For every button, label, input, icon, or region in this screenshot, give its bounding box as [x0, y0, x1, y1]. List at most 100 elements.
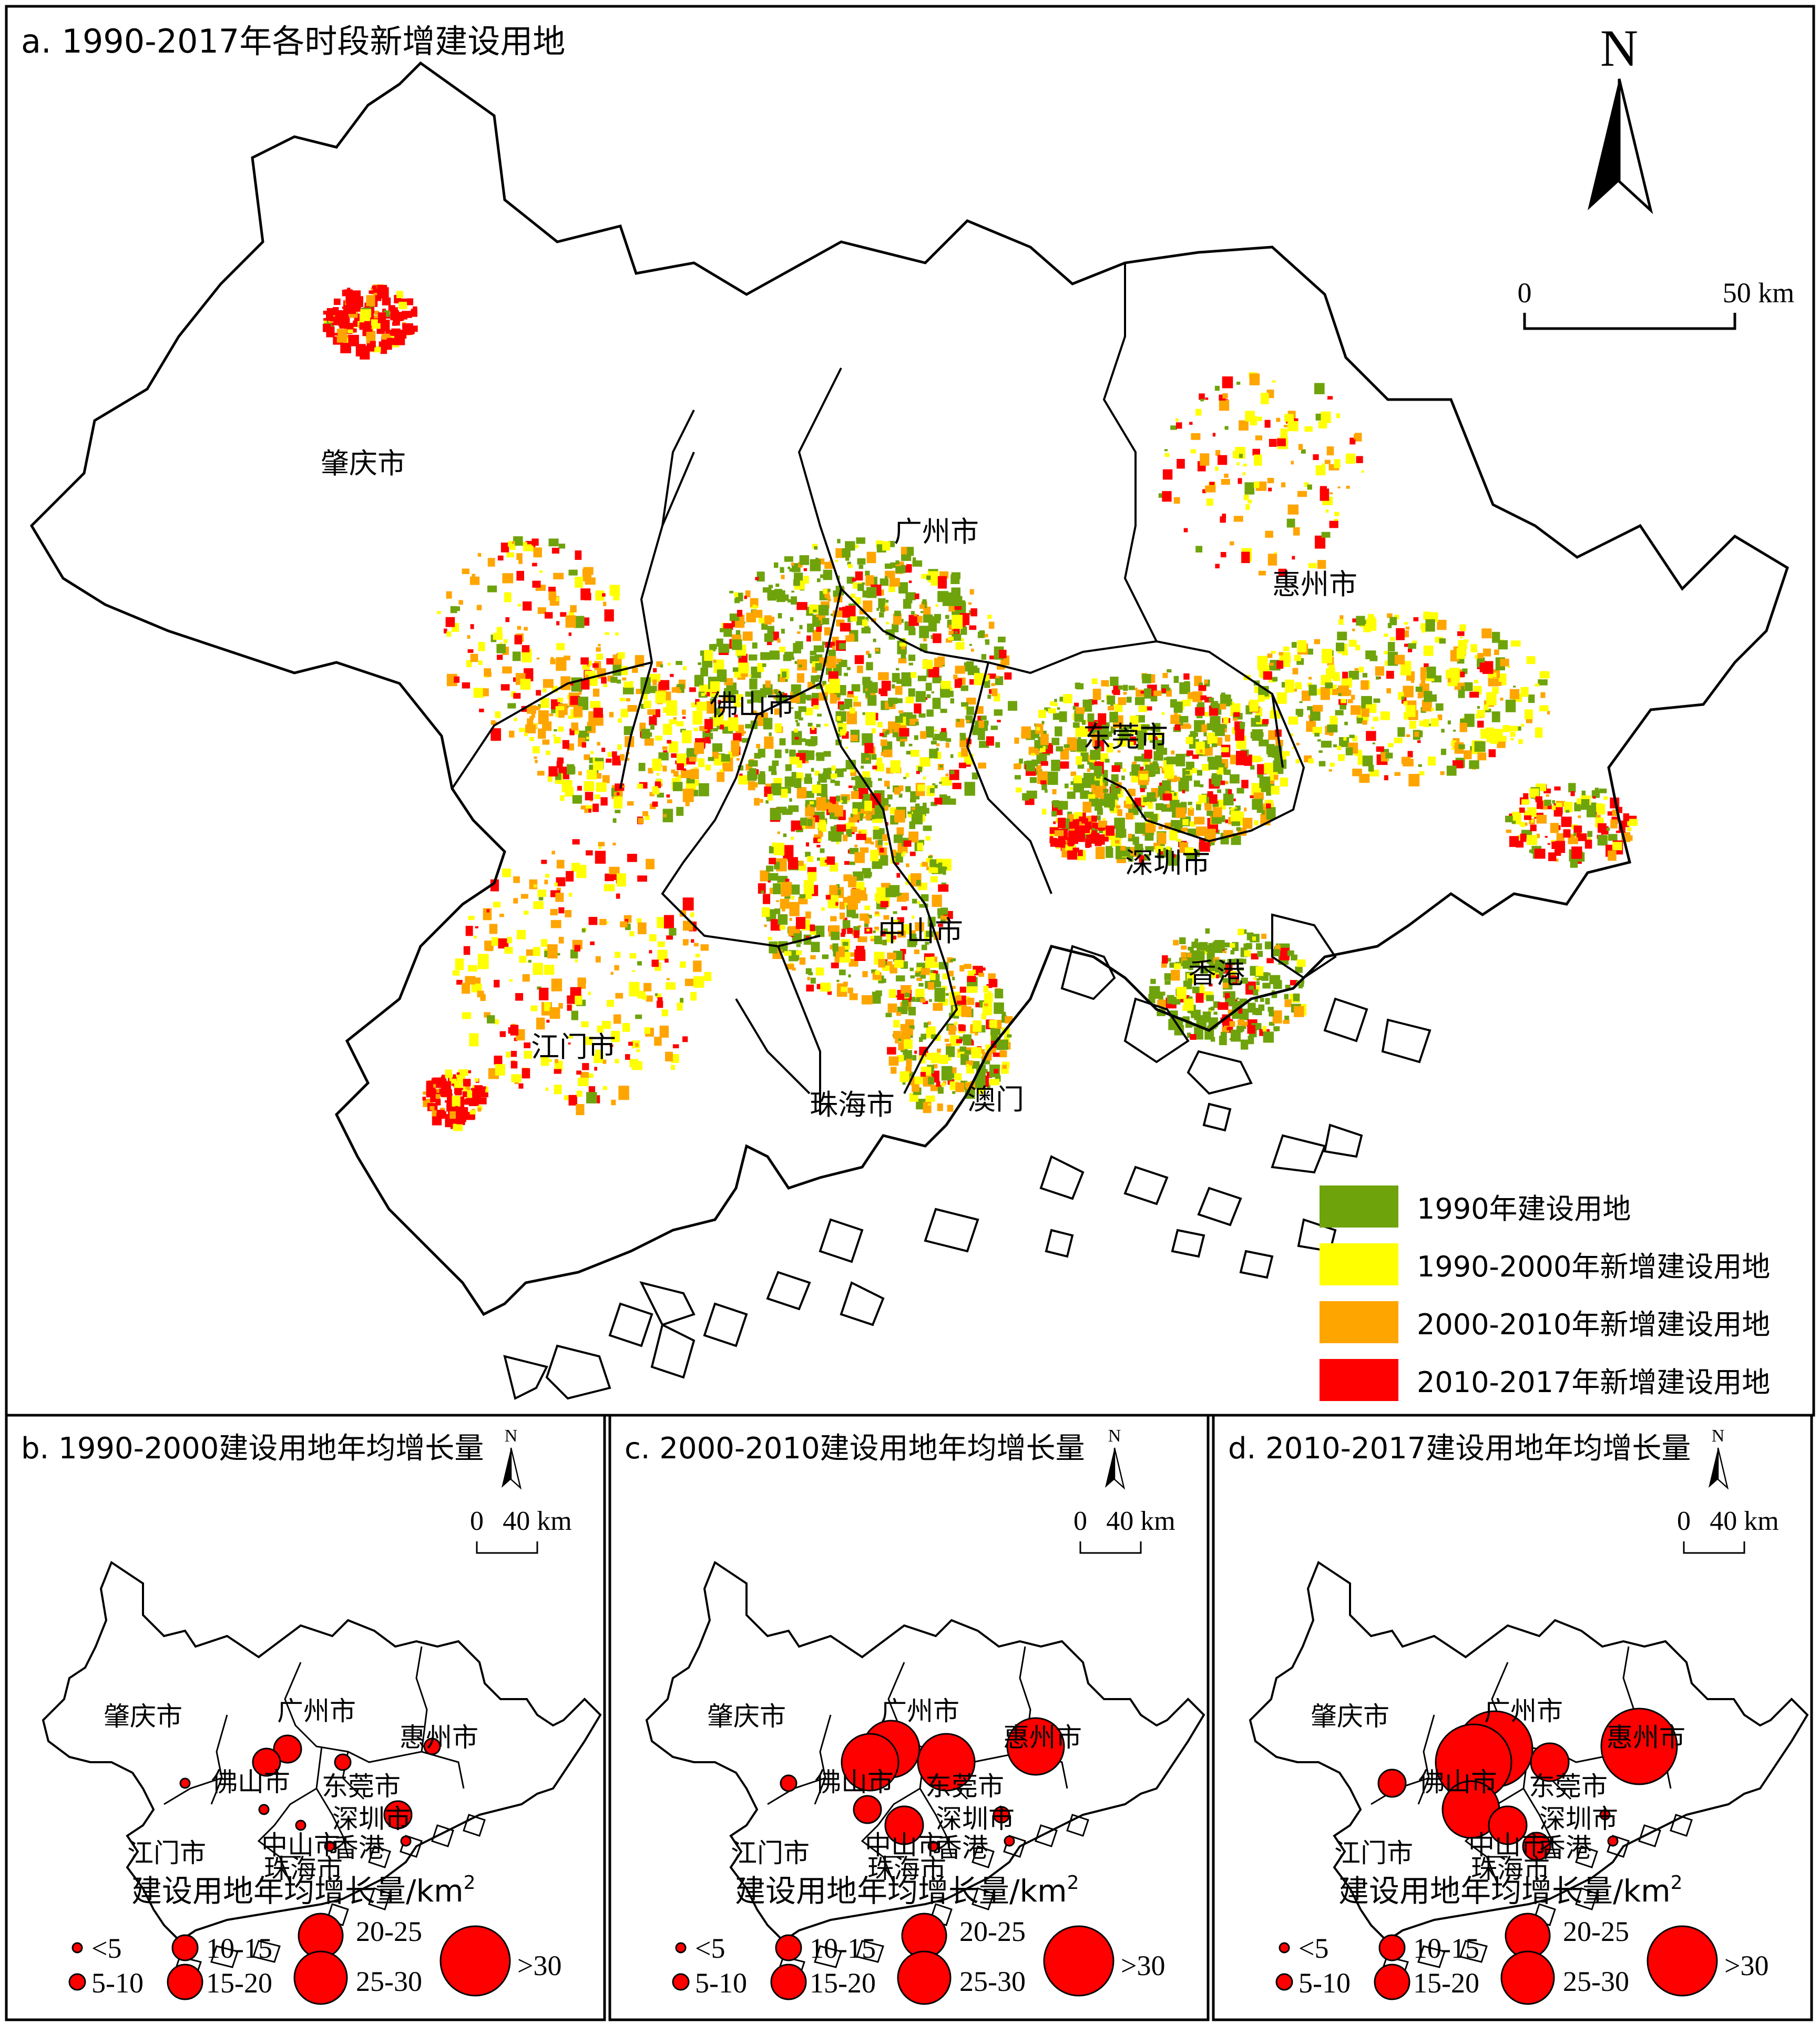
legend-label-c5: 20-25 — [356, 1916, 422, 1947]
city-label-foshan: 佛山市 — [710, 689, 795, 722]
legend-bubble-c2 — [672, 1973, 690, 1991]
bubble-foshan — [841, 1733, 899, 1792]
legend-swatch-1990 — [1320, 1185, 1398, 1228]
panel-city-label-zhuhai: 珠海市 — [264, 1854, 343, 1884]
panel-title: d. 2010-2017建设用地年均增长量 — [1228, 1432, 1691, 1466]
legend-swatch-1990-2000 — [1320, 1243, 1398, 1285]
panel-city-label-jiangmen: 江门市 — [1334, 1838, 1413, 1868]
legend-bubble-c6 — [1500, 1950, 1555, 2005]
panel-city-label-foshan: 佛山市 — [1418, 1767, 1497, 1797]
panel-city-label-zhuhai: 珠海市 — [1471, 1854, 1550, 1884]
north-arrow-icon: N — [1104, 1426, 1125, 1489]
svg-text:N: N — [505, 1426, 518, 1446]
city-label-shenzhen: 深圳市 — [1125, 846, 1210, 880]
panel-city-label-zhaoqing: 肇庆市 — [707, 1701, 786, 1732]
legend-bubble-c1 — [1279, 1942, 1290, 1954]
legend-bubble-c7 — [439, 1925, 511, 1997]
bubble-zhongshan — [884, 1805, 924, 1845]
svg-text:0: 0 — [470, 1506, 484, 1536]
city-label-hongkong: 香港 — [1188, 957, 1245, 990]
svg-text:N: N — [1600, 19, 1638, 77]
svg-text:40 km: 40 km — [503, 1506, 571, 1536]
bubble-dongguan — [334, 1753, 352, 1771]
legend-label-c2: 5-10 — [1298, 1967, 1351, 1999]
bubble-zhaoqing — [780, 1774, 797, 1792]
legend-swatch-2010-2017 — [1320, 1359, 1398, 1401]
legend-label-c1: <5 — [1298, 1933, 1328, 1964]
legend-label-c1: <5 — [91, 1933, 121, 1964]
bubble-zhaoqing — [179, 1777, 191, 1789]
legend-bubble-c4 — [770, 1964, 807, 2000]
legend-bubble-c7 — [1647, 1925, 1718, 1997]
city-label-jiangmen: 江门市 — [531, 1030, 616, 1064]
panel-city-label-zhaoqing: 肇庆市 — [104, 1701, 182, 1732]
legend-bubble-c1 — [675, 1942, 687, 1954]
bubble-zhaoqing — [1377, 1769, 1407, 1798]
city-label-zhaoqing: 肇庆市 — [321, 447, 406, 480]
legend-bubble-c6 — [897, 1950, 952, 2005]
panel-city-label-dongguan: 东莞市 — [322, 1771, 401, 1802]
legend-label-c5: 20-25 — [1563, 1916, 1629, 1947]
bubble-shenzhen — [383, 1800, 413, 1829]
city-labels: 肇庆市 广州市 惠州市 佛山市 东莞市 深圳市 中山市 香港 江门市 珠海市 澳… — [321, 447, 1357, 1121]
scale-bar: 0 40 km — [470, 1506, 572, 1554]
panel-city-label-shenzhen: 深圳市 — [936, 1804, 1015, 1834]
legend-label-c4: 15-20 — [810, 1967, 876, 1999]
legend-swatch-2000-2010 — [1320, 1301, 1398, 1343]
bubble-zhuhai — [1522, 1832, 1551, 1861]
bubble-zhongshan — [295, 1819, 306, 1831]
panel-city-label-zhongshan: 中山市 — [865, 1830, 944, 1861]
panel-city-label-zhongshan: 中山市 — [1468, 1830, 1547, 1861]
city-label-guangzhou: 广州市 — [894, 515, 979, 548]
panel-city-label-jiangmen: 江门市 — [127, 1838, 206, 1868]
bubble-zhuhai — [927, 1841, 939, 1852]
bubble-foshan — [252, 1747, 281, 1777]
bubble-shenzhen — [993, 1806, 1010, 1824]
legend-bubble-c3 — [775, 1934, 802, 1961]
panel-city-label-dongguan: 东莞市 — [925, 1771, 1004, 1802]
legend-label-2000-2010: 2000-2010年新增建设用地 — [1417, 1308, 1770, 1341]
scale-bar: 0 50 km — [1518, 277, 1794, 330]
panel-city-label-hongkong: 香港 — [936, 1833, 988, 1863]
bubble-huizhou — [1600, 1708, 1678, 1785]
legend-label-c3: 10-15 — [1413, 1933, 1479, 1964]
panel-city-label-guangzhou: 广州市 — [277, 1696, 356, 1726]
svg-text:40 km: 40 km — [1106, 1506, 1175, 1536]
panel-city-label-zhongshan: 中山市 — [261, 1830, 340, 1861]
city-label-macau: 澳门 — [967, 1083, 1024, 1116]
legend-label-c7: >30 — [1724, 1950, 1768, 1981]
legend-bubble-c3 — [1378, 1934, 1406, 1961]
legend-label-c6: 25-30 — [1563, 1966, 1629, 1997]
panel-city-label-huizhou: 惠州市 — [1607, 1722, 1685, 1753]
panel-city-label-shenzhen: 深圳市 — [1539, 1804, 1618, 1834]
bubble-hongkong — [1004, 1835, 1015, 1847]
bubble-dongguan — [917, 1733, 976, 1792]
legend-bubble-c3 — [171, 1934, 199, 1961]
city-label-huizhou: 惠州市 — [1272, 568, 1357, 601]
panel-city-label-zhaoqing: 肇庆市 — [1311, 1701, 1389, 1732]
north-arrow-icon: N — [500, 1426, 522, 1489]
city-label-zhuhai: 珠海市 — [810, 1088, 895, 1121]
panel-a-title: a. 1990-2017年各时段新增建设用地 — [21, 22, 565, 60]
panel-city-label-zhuhai: 珠海市 — [867, 1854, 946, 1884]
north-arrow-icon: N — [1588, 19, 1651, 210]
panel-city-label-hongkong: 香港 — [332, 1833, 385, 1863]
svg-text:40 km: 40 km — [1710, 1506, 1778, 1536]
legend-label-c6: 25-30 — [356, 1966, 422, 1997]
legend-label-c6: 25-30 — [959, 1966, 1026, 1997]
bubble-huizhou — [423, 1737, 441, 1755]
legend-bubble-c6 — [293, 1950, 348, 2005]
svg-text:建设用地年均增长量/km2: 建设用地年均增长量/km2 — [1338, 1872, 1683, 1909]
legend-bubble-c2 — [1275, 1973, 1293, 1991]
bubble-zhongshan — [1488, 1805, 1528, 1845]
land-use-raster — [323, 284, 1638, 1131]
legend-label-c2: 5-10 — [91, 1967, 144, 1999]
